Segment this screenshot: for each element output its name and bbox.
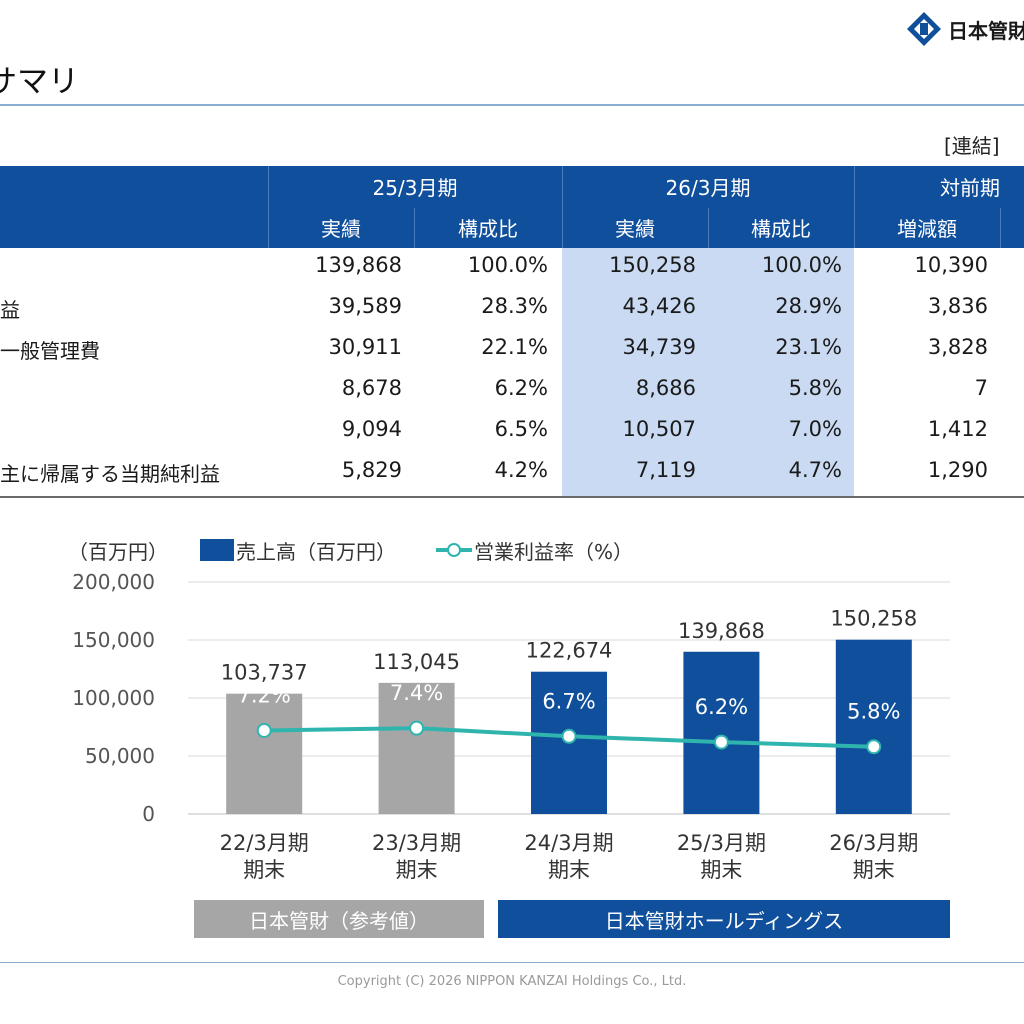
y-tick-label: 50,000 (85, 744, 155, 768)
logo-text: 日本管財 (948, 18, 1024, 43)
x-tick-label: 24/3月期期末 (524, 831, 613, 882)
row-label: 主に帰属する当期純利益 (0, 462, 220, 486)
bar-value-label: 122,674 (526, 639, 613, 663)
table-cell: 10,390 (914, 253, 988, 277)
table-cell: 4.2% (494, 458, 548, 482)
sales-margin-chart: 0 50,000 100,000 150,000 200,000 103,737 113,0… (72, 570, 950, 882)
x-tick-label: 22/3月期期末 (220, 831, 309, 882)
margin-point (561, 728, 577, 744)
table-cell: 39,589 (328, 294, 402, 318)
chart-y-unit-label: （百万円） (68, 536, 168, 564)
table-cell: 1,290 (927, 458, 988, 482)
bar (683, 651, 760, 814)
header-group-fy26: 26/3月期 (665, 176, 751, 200)
header-group-yoy: 対前期 (940, 176, 1000, 200)
legend-label-margin: 営業利益率（%） (474, 539, 634, 564)
table-cell: 34,739 (622, 335, 696, 359)
subheader-actual: 実績 (615, 217, 655, 241)
table-cell: 150,258 (609, 253, 696, 277)
table-cell: 4.7% (788, 458, 842, 482)
header-divider (562, 166, 563, 248)
margin-point (409, 720, 425, 736)
page-title: サマリ (0, 56, 79, 101)
table-cell: 139,868 (315, 253, 402, 277)
bar (835, 639, 912, 814)
table-cell: 100.0% (467, 253, 548, 277)
row-label: 一般管理費 (0, 339, 100, 363)
bar (226, 693, 303, 814)
y-tick-label: 100,000 (72, 686, 155, 710)
margin-value-label: 6.7% (542, 689, 595, 713)
row-label: 益 (0, 298, 20, 322)
table-cell: 30,911 (328, 335, 402, 359)
margin-value-label: 6.2% (695, 695, 748, 719)
table-cell: 3,828 (927, 335, 988, 359)
subheader-ratio: 構成比 (458, 217, 518, 241)
title-divider (0, 104, 1024, 106)
y-tick-label: 150,000 (72, 628, 155, 652)
bar (378, 682, 455, 814)
table-cell: 10,507 (622, 417, 696, 441)
current-period-highlight (562, 248, 854, 496)
consolidated-label: [連結] (944, 134, 1000, 158)
margin-value-label: 5.8% (847, 700, 900, 724)
line-swatch-icon (436, 543, 472, 557)
header-divider (708, 208, 709, 248)
y-unit-text: （百万円） (68, 539, 168, 564)
table-cell: 6.5% (494, 417, 548, 441)
table-cell: 5.8% (788, 376, 842, 400)
subheader-actual: 実績 (321, 217, 361, 241)
y-tick-label: 200,000 (72, 570, 155, 594)
bar-value-label: 113,045 (373, 650, 460, 674)
table-cell: 8,686 (635, 376, 696, 400)
logo-mark-icon (907, 12, 941, 46)
table-cell: 7,119 (635, 458, 696, 482)
legend-item-margin: 営業利益率（%） (434, 536, 633, 564)
legend-item-sales: 売上高（百万円） (200, 536, 396, 564)
header-divider (854, 166, 855, 248)
x-tick-label: 23/3月期期末 (372, 831, 461, 882)
table-cell: 7 (974, 376, 988, 400)
table-cell: 5,829 (341, 458, 402, 482)
table-cell: 3,836 (927, 294, 988, 318)
header-divider (268, 166, 269, 248)
group-label-reference: 日本管財（参考値） (194, 900, 484, 938)
table-cell: 8,678 (341, 376, 402, 400)
margin-point (866, 739, 882, 755)
x-tick-label: 25/3月期期末 (677, 831, 766, 882)
margin-point (256, 722, 272, 738)
table-cell: 22.1% (481, 335, 548, 359)
x-tick-label: 26/3月期期末 (829, 831, 918, 882)
header-divider (414, 208, 415, 248)
subheader-ratio: 構成比 (751, 217, 811, 241)
table-header (0, 166, 1024, 248)
table-bottom-rule (0, 496, 1024, 498)
header-group-fy25: 25/3月期 (372, 176, 458, 200)
legend-label-sales: 売上高（百万円） (236, 539, 396, 564)
copyright-text: Copyright (C) 2026 NIPPON KANZAI Holding… (337, 974, 687, 989)
table-cell: 100.0% (761, 253, 842, 277)
table-cell: 1,412 (927, 417, 988, 441)
bar-value-label: 139,868 (678, 619, 765, 643)
margin-point (713, 734, 729, 750)
bar-value-label: 103,737 (221, 661, 308, 685)
footer-divider (0, 962, 1024, 963)
table-cell: 7.0% (788, 417, 842, 441)
table-cell: 9,094 (341, 417, 402, 441)
subheader-change: 増減額 (897, 217, 957, 241)
table-cell: 23.1% (775, 335, 842, 359)
company-logo: 日本管財 (906, 10, 1024, 48)
bar-swatch-icon (200, 539, 234, 561)
margin-value-label: 7.2% (238, 683, 291, 707)
table-cell: 43,426 (622, 294, 696, 318)
table-cell: 28.3% (481, 294, 548, 318)
y-tick-label: 0 (142, 802, 155, 826)
header-divider (1000, 208, 1001, 248)
group-label-holdings: 日本管財ホールディングス (498, 900, 950, 938)
table-cell: 6.2% (494, 376, 548, 400)
page-title-text: サマリ (0, 64, 79, 100)
bar-value-label: 150,258 (830, 607, 917, 631)
table-cell: 28.9% (775, 294, 842, 318)
margin-value-label: 7.4% (390, 681, 443, 705)
